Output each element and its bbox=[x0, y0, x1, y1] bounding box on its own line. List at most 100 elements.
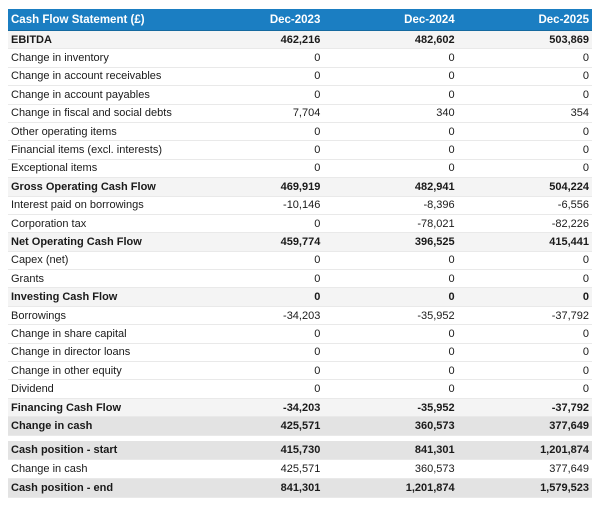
row-label: Change in share capital bbox=[8, 324, 190, 344]
table-row: Borrowings -34,203 -35,952 -37,792 bbox=[8, 306, 592, 326]
row-value: 0 bbox=[189, 85, 324, 105]
row-value: 1,201,874 bbox=[457, 440, 592, 460]
row-value: 0 bbox=[323, 140, 458, 160]
cash-position-body: Cash position - start 415,730 841,301 1,… bbox=[8, 440, 592, 498]
row-value: -35,952 bbox=[323, 306, 458, 326]
table-row: Change in account payables 0 0 0 bbox=[8, 85, 592, 105]
table-row: Capex (net) 0 0 0 bbox=[8, 251, 592, 271]
row-label: Cash position - start bbox=[8, 440, 190, 460]
table-row: Change in account receivables 0 0 0 bbox=[8, 67, 592, 87]
cash-flow-statement: Cash Flow Statement (£) Dec-2023 Dec-202… bbox=[8, 9, 592, 498]
table-row: Change in cash 425,571 360,573 377,649 bbox=[8, 416, 592, 436]
row-value: 0 bbox=[323, 85, 458, 105]
row-value: 377,649 bbox=[457, 416, 592, 436]
row-value: 0 bbox=[457, 361, 592, 381]
row-label: Change in fiscal and social debts bbox=[8, 104, 190, 123]
row-label: Dividend bbox=[8, 379, 190, 399]
table-row: Cash position - end 841,301 1,201,874 1,… bbox=[8, 478, 592, 498]
row-value: 0 bbox=[457, 159, 592, 179]
row-value: 0 bbox=[189, 214, 324, 234]
row-value: 425,571 bbox=[189, 459, 324, 479]
row-value: 0 bbox=[189, 287, 324, 307]
row-label: Change in cash bbox=[8, 416, 190, 436]
row-value: 0 bbox=[323, 324, 458, 344]
row-value: 0 bbox=[323, 159, 458, 179]
row-value: -35,952 bbox=[323, 398, 458, 418]
row-value: 1,201,874 bbox=[323, 478, 458, 498]
row-value: 0 bbox=[189, 122, 324, 142]
row-value: 0 bbox=[189, 67, 324, 87]
table-row: Corporation tax 0 -78,021 -82,226 bbox=[8, 214, 592, 234]
row-value: 0 bbox=[323, 48, 458, 68]
table-row: Interest paid on borrowings -10,146 -8,3… bbox=[8, 196, 592, 215]
row-value: 0 bbox=[323, 122, 458, 142]
row-value: 415,441 bbox=[457, 232, 592, 252]
row-value: 0 bbox=[323, 361, 458, 381]
row-value: 0 bbox=[323, 251, 458, 271]
row-label: Cash position - end bbox=[8, 478, 190, 498]
row-value: 0 bbox=[457, 343, 592, 363]
row-value: 1,579,523 bbox=[457, 478, 592, 498]
table-row: Change in share capital 0 0 0 bbox=[8, 324, 592, 344]
column-header: Dec-2023 bbox=[189, 9, 324, 31]
row-value: 0 bbox=[457, 140, 592, 160]
row-value: 0 bbox=[457, 269, 592, 289]
row-value: 0 bbox=[189, 343, 324, 363]
row-value: 0 bbox=[457, 48, 592, 68]
row-value: 340 bbox=[323, 104, 458, 123]
row-value: 0 bbox=[189, 140, 324, 160]
cash-flow-table: Cash Flow Statement (£) Dec-2023 Dec-202… bbox=[8, 9, 592, 436]
row-value: 415,730 bbox=[189, 440, 324, 460]
row-label: Financing Cash Flow bbox=[8, 398, 190, 418]
row-value: 0 bbox=[457, 324, 592, 344]
row-value: 0 bbox=[189, 379, 324, 399]
row-label: Borrowings bbox=[8, 306, 190, 326]
row-label: Capex (net) bbox=[8, 251, 190, 271]
table-row: Exceptional items 0 0 0 bbox=[8, 159, 592, 179]
table-header: Cash Flow Statement (£) Dec-2023 Dec-202… bbox=[8, 9, 592, 31]
table-row: Financing Cash Flow -34,203 -35,952 -37,… bbox=[8, 398, 592, 418]
row-value: 360,573 bbox=[323, 459, 458, 479]
row-label: Exceptional items bbox=[8, 159, 190, 179]
table-row: Other operating items 0 0 0 bbox=[8, 122, 592, 142]
row-value: 0 bbox=[457, 122, 592, 142]
row-label: Net Operating Cash Flow bbox=[8, 232, 190, 252]
row-value: 0 bbox=[189, 251, 324, 271]
row-label: Financial items (excl. interests) bbox=[8, 140, 190, 160]
row-value: 459,774 bbox=[189, 232, 324, 252]
row-value: 0 bbox=[189, 361, 324, 381]
row-value: 462,216 bbox=[189, 30, 324, 50]
row-label: Gross Operating Cash Flow bbox=[8, 177, 190, 197]
row-value: 396,525 bbox=[323, 232, 458, 252]
row-label: EBITDA bbox=[8, 30, 190, 50]
table-body: EBITDA 462,216 482,602 503,869 Change in… bbox=[8, 30, 592, 436]
row-label: Change in other equity bbox=[8, 361, 190, 381]
row-label: Change in inventory bbox=[8, 48, 190, 68]
column-header: Dec-2024 bbox=[323, 9, 458, 31]
table-row: Cash position - start 415,730 841,301 1,… bbox=[8, 440, 592, 460]
row-label: Interest paid on borrowings bbox=[8, 196, 190, 215]
table-row: Net Operating Cash Flow 459,774 396,525 … bbox=[8, 232, 592, 252]
row-value: 841,301 bbox=[323, 440, 458, 460]
table-row: EBITDA 462,216 482,602 503,869 bbox=[8, 30, 592, 50]
cash-position-table: Cash position - start 415,730 841,301 1,… bbox=[8, 440, 592, 498]
row-value: -78,021 bbox=[323, 214, 458, 234]
row-value: -34,203 bbox=[189, 306, 324, 326]
row-label: Grants bbox=[8, 269, 190, 289]
row-value: 0 bbox=[457, 67, 592, 87]
table-row: Change in cash 425,571 360,573 377,649 bbox=[8, 459, 592, 479]
row-value: 0 bbox=[189, 324, 324, 344]
row-value: -34,203 bbox=[189, 398, 324, 418]
table-row: Change in other equity 0 0 0 bbox=[8, 361, 592, 381]
row-label: Change in director loans bbox=[8, 343, 190, 363]
header-row: Cash Flow Statement (£) Dec-2023 Dec-202… bbox=[8, 9, 592, 31]
column-header: Dec-2025 bbox=[457, 9, 592, 31]
table-row: Investing Cash Flow 0 0 0 bbox=[8, 287, 592, 307]
row-label: Change in cash bbox=[8, 459, 190, 479]
row-value: -82,226 bbox=[457, 214, 592, 234]
row-value: 503,869 bbox=[457, 30, 592, 50]
row-value: 469,919 bbox=[189, 177, 324, 197]
row-label: Change in account payables bbox=[8, 85, 190, 105]
row-value: -10,146 bbox=[189, 196, 324, 215]
row-value: 0 bbox=[457, 287, 592, 307]
